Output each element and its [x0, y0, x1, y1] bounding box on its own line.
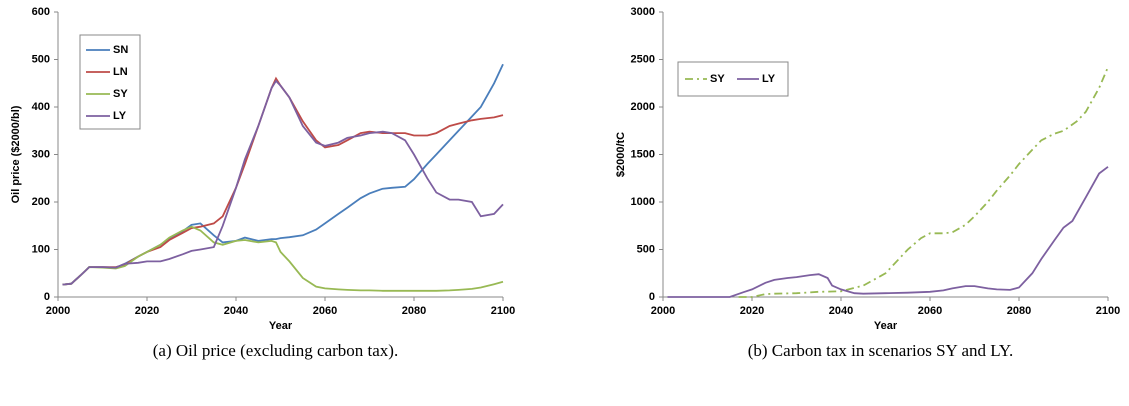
series-line [62, 79, 504, 286]
y-tick-label: 300 [32, 148, 50, 160]
x-tick-label: 2000 [46, 305, 70, 317]
legend-label: SN [113, 44, 128, 56]
caption: (a) Oil price (excluding carbon tax). [153, 341, 398, 360]
x-tick-label: 2080 [402, 305, 426, 317]
caption: (b) Carbon tax in scenarios SY and LY. [748, 341, 1014, 360]
x-tick-label: 2060 [918, 305, 942, 317]
y-tick-label: 500 [32, 53, 50, 65]
legend-label: SY [710, 73, 725, 85]
legend-box [677, 61, 789, 97]
y-tick-label: 400 [32, 101, 50, 113]
legend-label: LN [113, 66, 128, 78]
y-tick-label: 500 [637, 243, 655, 255]
y-axis-title: $2000/tC [615, 132, 627, 177]
x-tick-label: 2100 [1096, 305, 1120, 317]
y-tick-label: 600 [32, 6, 50, 18]
x-tick-label: 2020 [135, 305, 159, 317]
x-tick-label: 2060 [313, 305, 337, 317]
y-axis-title: Oil price ($2000/bl) [10, 105, 22, 203]
x-tick-label: 2040 [829, 305, 853, 317]
series-line [62, 225, 504, 292]
y-tick-label: 2000 [631, 101, 655, 113]
legend-label: LY [762, 73, 776, 85]
x-axis-title: Year [874, 320, 898, 332]
series-line [667, 166, 1109, 298]
y-tick-label: 200 [32, 196, 50, 208]
y-tick-label: 3000 [631, 6, 655, 18]
legend-label: LY [113, 110, 127, 122]
y-tick-label: 2500 [631, 53, 655, 65]
x-tick-label: 2000 [651, 305, 675, 317]
y-tick-label: 0 [649, 291, 655, 303]
y-tick-label: 0 [44, 291, 50, 303]
y-tick-label: 100 [32, 243, 50, 255]
y-tick-label: 1500 [631, 148, 655, 160]
legend-label: SY [113, 88, 128, 100]
series-line [738, 66, 1109, 298]
x-axis-title: Year [269, 320, 293, 332]
y-tick-label: 1000 [631, 196, 655, 208]
x-tick-label: 2100 [491, 305, 515, 317]
x-tick-label: 2040 [224, 305, 248, 317]
x-tick-label: 2080 [1007, 305, 1031, 317]
x-tick-label: 2020 [740, 305, 764, 317]
